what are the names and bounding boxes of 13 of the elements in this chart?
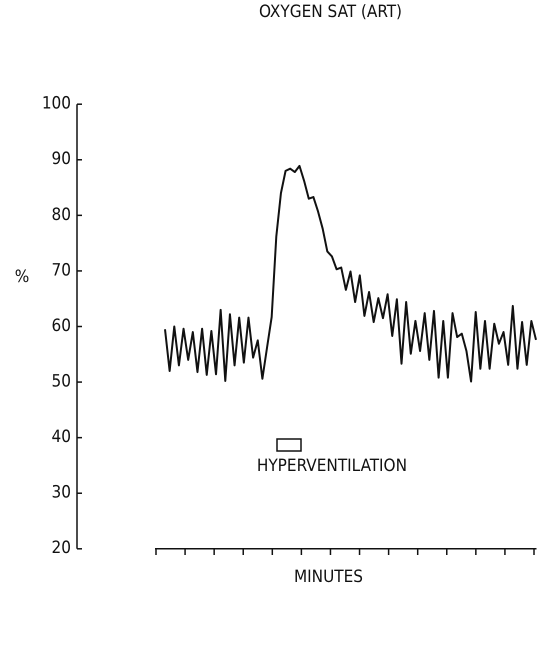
y-tick-label: 100: [42, 94, 71, 114]
y-axis-title: %: [14, 266, 30, 286]
y-tick-label: 70: [52, 260, 71, 280]
y-tick-label: 20: [52, 538, 71, 558]
y-tick-label: 80: [52, 204, 71, 225]
y-tick-label: 60: [52, 316, 71, 336]
y-tick-label: 50: [52, 371, 71, 392]
y-tick-label: 90: [52, 149, 71, 170]
y-tick-label: 30: [52, 482, 71, 503]
x-axis-title: MINUTES: [294, 566, 364, 587]
chart-title: OXYGEN SAT (ART): [258, 2, 402, 22]
annotation: HYPERVENTILATION: [256, 456, 408, 476]
y-tick-label: 40: [52, 427, 71, 448]
